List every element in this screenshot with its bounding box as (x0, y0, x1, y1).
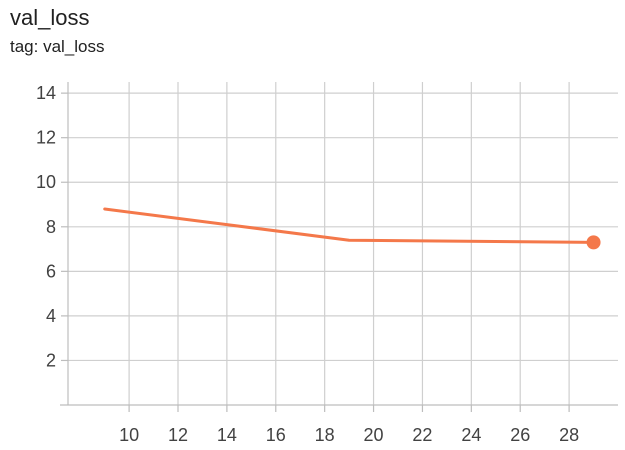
x-tick-label: 12 (168, 425, 188, 445)
y-tick-label: 6 (46, 261, 56, 281)
last-point-marker[interactable] (586, 235, 601, 250)
y-tick-label: 8 (46, 217, 56, 237)
x-tick-label: 26 (510, 425, 530, 445)
chart-title: val_loss (10, 5, 90, 30)
val-loss-series-line (103, 207, 596, 244)
y-tick-label: 2 (46, 350, 56, 370)
y-tick-label: 10 (36, 172, 56, 192)
grid-layer (68, 82, 618, 405)
axis-layer (60, 82, 618, 412)
x-tick-label: 20 (364, 425, 384, 445)
y-tick-label: 4 (46, 306, 56, 326)
chart-tag: tag: val_loss (10, 37, 105, 56)
x-tick-label: 28 (559, 425, 579, 445)
y-tick-label: 12 (36, 128, 56, 148)
x-tick-label: 10 (119, 425, 139, 445)
x-tick-label: 14 (217, 425, 237, 445)
series-layer (103, 207, 601, 250)
x-tick-label: 22 (412, 425, 432, 445)
x-tick-label: 16 (266, 425, 286, 445)
x-tick-label: 18 (315, 425, 335, 445)
y-tick-label: 14 (36, 83, 56, 103)
x-tick-label: 24 (461, 425, 481, 445)
